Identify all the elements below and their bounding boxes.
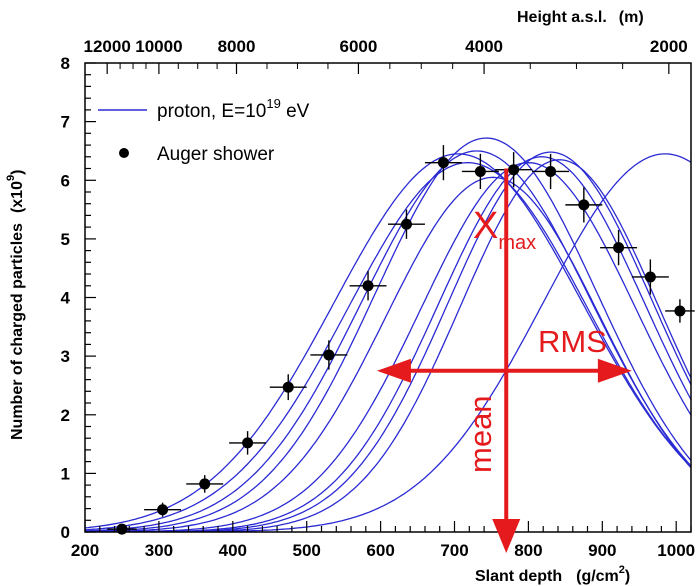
legend: proton, E=1019 eV Auger shower xyxy=(98,96,310,165)
auger-point xyxy=(269,374,307,401)
point-marker xyxy=(157,504,169,516)
mean-label: mean xyxy=(463,395,498,473)
auger-point xyxy=(229,431,267,455)
auger-point xyxy=(144,502,182,517)
auger-point xyxy=(665,299,695,323)
point-marker xyxy=(613,242,625,254)
y-tick-label: 8 xyxy=(61,54,70,73)
annotations: Xmax RMS mean xyxy=(376,168,632,553)
legend-point-swatch xyxy=(119,148,129,158)
auger-point xyxy=(424,145,462,181)
auger-point xyxy=(532,153,570,190)
y-tick-label: 5 xyxy=(61,230,70,249)
auger-point xyxy=(310,340,348,370)
top-axis-title: Height a.s.l. (m) xyxy=(517,9,644,26)
x-tick-label: 300 xyxy=(145,541,173,560)
auger-point xyxy=(600,230,638,266)
auger-point xyxy=(631,259,669,295)
y-tick-label: 3 xyxy=(61,347,70,366)
x-tick-label: 200 xyxy=(71,541,99,560)
point-marker xyxy=(474,165,486,177)
y-axis-title: Number of charged particles(x109) xyxy=(5,170,26,440)
point-marker xyxy=(578,199,590,211)
top-tick-label: 12000 xyxy=(84,37,131,56)
point-marker xyxy=(323,349,335,361)
simulation-curves xyxy=(85,137,691,532)
point-marker xyxy=(116,523,128,535)
auger-point xyxy=(461,153,499,190)
top-ticks: 12000 10000 8000 6000 4000 2000 xyxy=(84,37,688,74)
auger-point xyxy=(495,152,533,188)
proton-curve xyxy=(85,162,691,531)
auger-point xyxy=(186,475,224,493)
point-marker xyxy=(437,157,449,169)
proton-curve xyxy=(85,137,691,532)
auger-point xyxy=(388,209,425,239)
x-tick-label: 600 xyxy=(366,541,394,560)
point-marker xyxy=(400,218,412,230)
point-marker xyxy=(242,437,254,449)
x-axis-title: Slant depth (g/cm2) xyxy=(475,564,630,585)
x-tick-label: 1000 xyxy=(657,541,695,560)
point-marker xyxy=(508,164,520,176)
point-marker xyxy=(282,381,294,393)
legend-point-label: Auger shower xyxy=(157,144,275,165)
point-marker xyxy=(545,165,557,177)
auger-point xyxy=(565,187,603,223)
proton-curve xyxy=(85,176,691,532)
proton-curve xyxy=(85,150,691,532)
x-tick-label: 700 xyxy=(440,541,468,560)
mean-arrow-head xyxy=(492,519,521,553)
top-tick-label: 8000 xyxy=(218,37,256,56)
y-tick-label: 0 xyxy=(61,523,70,542)
point-marker xyxy=(362,280,374,292)
top-tick-label: 2000 xyxy=(650,37,688,56)
auger-point xyxy=(349,271,387,301)
y-tick-label: 4 xyxy=(61,289,71,308)
x-tick-label: 500 xyxy=(293,541,321,560)
x-tick-label: 900 xyxy=(588,541,616,560)
x-ticks: 200 300 400 500 600 700 800 900 1000 xyxy=(71,521,695,560)
plot-frame xyxy=(84,62,692,533)
y-tick-label: 7 xyxy=(61,113,70,132)
rms-label: RMS xyxy=(538,324,607,359)
point-marker xyxy=(644,271,656,283)
rms-arrow-head-left xyxy=(376,358,411,383)
point-marker xyxy=(674,305,686,317)
top-tick-label: 10000 xyxy=(135,37,182,56)
proton-curve xyxy=(85,153,691,529)
y-tick-label: 1 xyxy=(61,464,70,483)
xmax-label: Xmax xyxy=(473,205,536,254)
x-tick-label: 400 xyxy=(219,541,247,560)
point-marker xyxy=(199,478,211,490)
y-tick-label: 6 xyxy=(61,171,70,190)
rms-arrow-head-right xyxy=(597,358,632,383)
y-tick-label: 2 xyxy=(61,406,70,425)
top-tick-label: 4000 xyxy=(465,37,503,56)
top-tick-label: 6000 xyxy=(340,37,378,56)
y-ticks: 0 1 2 3 4 5 6 7 8 xyxy=(61,54,96,542)
x-tick-label: 800 xyxy=(514,541,542,560)
legend-line-label: proton, E=1019 eV xyxy=(157,96,310,122)
